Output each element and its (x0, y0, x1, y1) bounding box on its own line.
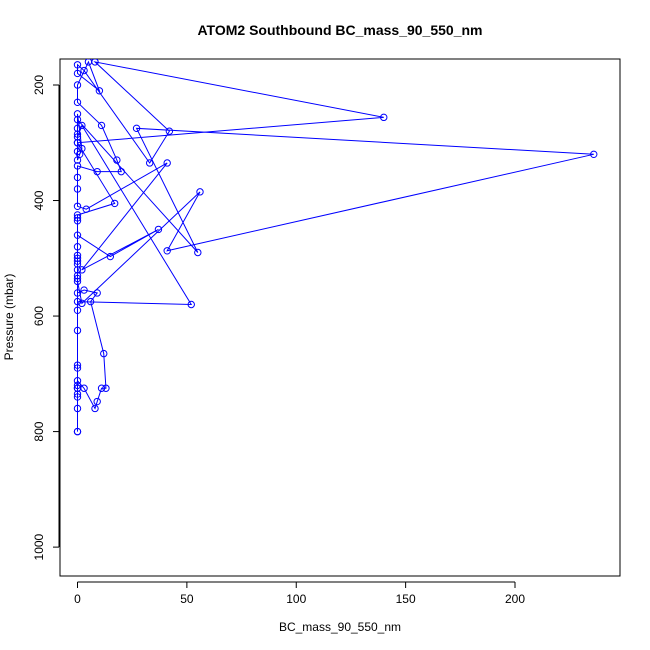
data-point (73, 257, 82, 265)
data-point (73, 173, 82, 182)
data-point (93, 167, 101, 176)
data-point (165, 127, 174, 135)
data-point (73, 81, 82, 89)
data-point (73, 266, 82, 274)
x-tick-label: 200 (505, 592, 525, 606)
data-point (73, 390, 82, 398)
data-point (82, 205, 90, 213)
data-point (590, 150, 598, 159)
data-point (73, 133, 82, 141)
data-point (91, 59, 99, 66)
data-point (73, 274, 82, 283)
plot-area (59, 58, 621, 577)
data-point (73, 326, 82, 335)
data-point (145, 159, 154, 167)
data-point (73, 139, 82, 147)
series-layer (73, 59, 598, 436)
data-point (73, 115, 82, 124)
data-point (73, 306, 82, 314)
data-point (73, 243, 82, 251)
y-tick-label: 400 (32, 190, 46, 210)
data-point (196, 188, 204, 196)
y-tick-label: 800 (32, 421, 46, 441)
data-point (117, 167, 125, 176)
data-point (73, 185, 82, 193)
data-point (73, 124, 82, 133)
data-point (73, 377, 82, 385)
data-point (73, 271, 82, 280)
data-point (163, 159, 171, 167)
data-point (73, 404, 82, 413)
data-point (73, 156, 82, 164)
chart-title: ATOM2 Southbound BC_mass_90_550_nm (197, 22, 482, 38)
data-point (93, 289, 101, 297)
data-point (73, 364, 82, 372)
data-point (95, 87, 104, 95)
x-axis-label: BC_mass_90_550_nm (279, 620, 401, 634)
data-point (73, 130, 82, 138)
data-point (73, 110, 82, 118)
data-point (73, 98, 82, 107)
y-axis: 200 400 600 800 1000 (32, 75, 60, 560)
data-point (380, 113, 388, 122)
data-point (80, 66, 88, 75)
y-tick-label: 200 (32, 75, 46, 95)
data-point (73, 277, 82, 286)
data-point (97, 121, 106, 130)
data-point (91, 404, 99, 413)
data-point (106, 252, 115, 261)
data-point (73, 69, 82, 78)
data-point (100, 349, 108, 358)
data-point (78, 299, 86, 308)
x-tick-label: 0 (74, 592, 81, 606)
data-point (80, 286, 88, 294)
data-point (73, 427, 82, 436)
data-point (73, 214, 82, 222)
data-point (97, 384, 106, 392)
data-point (73, 231, 82, 239)
data-point (73, 202, 82, 211)
series-line (77, 60, 594, 432)
data-point (73, 289, 82, 297)
data-point (163, 247, 171, 255)
data-point (110, 199, 119, 208)
data-point (73, 384, 82, 392)
data-point (73, 361, 82, 369)
data-point (73, 217, 82, 225)
data-point (73, 251, 82, 260)
data-point (78, 266, 86, 274)
data-point (73, 260, 82, 268)
data-point (73, 254, 82, 262)
data-point (73, 393, 82, 401)
data-point (73, 211, 82, 219)
data-point (113, 156, 121, 164)
data-point (194, 248, 202, 257)
data-point (73, 61, 82, 69)
data-point (86, 297, 95, 306)
x-tick-label: 100 (286, 592, 306, 606)
x-tick-label: 50 (180, 592, 194, 606)
data-point (93, 397, 101, 406)
data-point (187, 300, 195, 309)
y-tick-label: 600 (32, 306, 46, 326)
x-tick-label: 150 (396, 592, 416, 606)
data-point (73, 147, 82, 156)
data-point (73, 381, 82, 390)
data-point (73, 297, 82, 306)
data-point (132, 124, 141, 133)
data-point (154, 225, 163, 234)
x-axis: 0 50 100 150 200 (74, 581, 525, 606)
y-axis-label: Pressure (mbar) (2, 274, 16, 361)
data-point (102, 384, 110, 392)
y-tick-label: 1000 (32, 533, 46, 560)
data-point (73, 162, 82, 170)
